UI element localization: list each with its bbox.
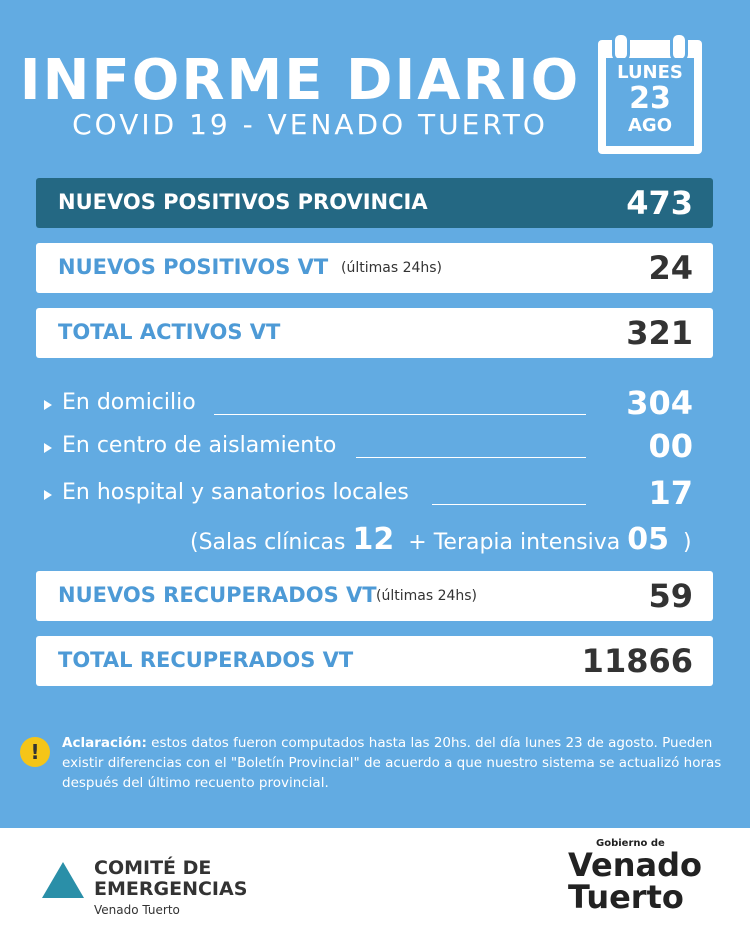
row: NUEVOS RECUPERADOS VT (últimas 24hs) 59 — [36, 571, 713, 621]
row: TOTAL ACTIVOS VT 321 — [36, 308, 713, 358]
row-value: 24 — [648, 249, 693, 287]
logo-icon — [42, 862, 84, 898]
calendar-day: 23 — [629, 81, 671, 116]
calendar-month: AGO — [627, 115, 672, 136]
rule — [432, 504, 586, 505]
row: TOTAL RECUPERADOS VT 11866 — [36, 636, 713, 686]
row-label: TOTAL ACTIVOS VT — [58, 320, 281, 344]
detail-label: Salas clínicas — [198, 530, 346, 555]
footer: COMITÉ DE EMERGENCIAS Venado Tuerto Gobi… — [0, 828, 750, 936]
calendar-face: LUNES 23 AGO — [606, 58, 694, 146]
subtitle: COVID 19 - VENADO TUERTO — [72, 108, 548, 141]
row: NUEVOS POSITIVOS PROVINCIA 473 — [36, 178, 713, 228]
detail-value: 05 — [627, 522, 670, 557]
row-value: 473 — [626, 184, 693, 222]
item-value: 17 — [648, 474, 693, 512]
calendar-weekday: LUNES — [617, 62, 683, 83]
item-label: En domicilio — [44, 390, 196, 415]
note-lead: Aclaración: — [62, 735, 147, 751]
logo-line: Venado — [568, 846, 702, 884]
breakdown-item: En domicilio 304 — [42, 384, 697, 424]
breakdown-item: En centro de aislamiento 00 — [42, 427, 697, 467]
logo-line: Venado Tuerto — [94, 903, 180, 917]
calendar: LUNES 23 AGO — [598, 32, 702, 154]
note-text: estos datos fueron computados hasta las … — [62, 735, 722, 791]
paren: ) — [683, 530, 692, 555]
row: NUEVOS POSITIVOS VT (últimas 24hs) 24 — [36, 243, 713, 293]
item-value: 00 — [648, 427, 693, 465]
logo-line: COMITÉ DE — [94, 857, 212, 879]
row-note: (últimas 24hs) — [376, 588, 478, 604]
row-label: NUEVOS RECUPERADOS VT — [58, 583, 377, 607]
row-value: 321 — [626, 314, 693, 352]
note: Aclaración: estos datos fueron computado… — [62, 733, 727, 793]
row-note: (últimas 24hs) — [341, 260, 443, 276]
committee-logo: COMITÉ DE EMERGENCIAS Venado Tuerto — [94, 858, 247, 921]
row-label: TOTAL RECUPERADOS VT — [58, 648, 354, 672]
title: INFORME DIARIO — [19, 48, 581, 113]
breakdown-item: En hospital y sanatorios locales 17 — [42, 474, 697, 514]
detail-label: Terapia intensiva — [433, 530, 621, 555]
rule — [214, 414, 586, 415]
rule — [356, 457, 586, 458]
logo-small: Gobierno de — [596, 838, 665, 849]
item-label: En centro de aislamiento — [43, 433, 337, 458]
row-label: NUEVOS POSITIVOS PROVINCIA — [58, 190, 428, 214]
logo-line: Tuerto — [568, 878, 684, 916]
hospital-detail: (Salas clínicas 12 + Terapia intensiva 0… — [190, 522, 692, 557]
detail-value: 12 — [352, 522, 395, 557]
row-label: NUEVOS POSITIVOS VT — [58, 255, 329, 279]
item-label: En hospital y sanatorios locales — [44, 480, 409, 505]
plus: + — [408, 530, 427, 555]
paren: ( — [190, 530, 199, 555]
logo-line: EMERGENCIAS — [94, 878, 248, 900]
government-logo: Gobierno de Venado Tuerto — [568, 838, 702, 913]
warning-icon: ! — [20, 737, 50, 767]
row-value: 11866 — [581, 642, 693, 680]
item-value: 304 — [626, 384, 693, 422]
row-value: 59 — [648, 577, 693, 615]
